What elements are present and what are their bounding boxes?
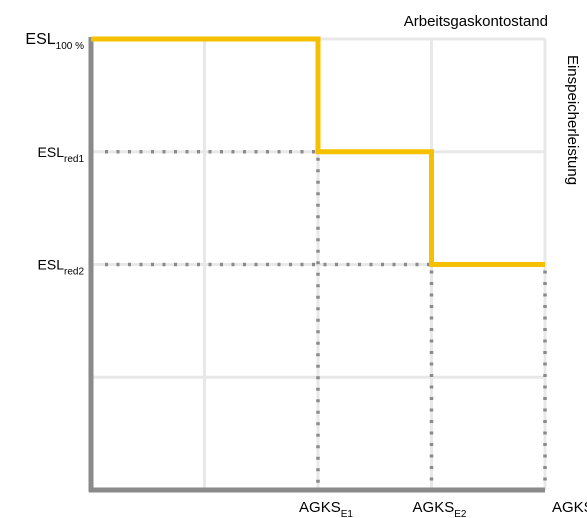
y-tick-label: ESLred2 (38, 257, 85, 278)
chart-title: Arbeitsgaskontostand (404, 13, 548, 30)
y-axis-label: Einspeicherleistung (564, 55, 581, 185)
x-tick-label: AGKSE1 (299, 499, 353, 518)
x-tick-label: AGKS100 % (552, 499, 587, 518)
y-tick-label: ESLred1 (38, 144, 85, 165)
labels: Arbeitsgaskontostand Einspeicherleistung… (25, 13, 587, 518)
x-tick-label: AGKSE2 (413, 499, 467, 518)
guide-lines (105, 150, 547, 484)
axes (88, 37, 545, 493)
y-tick-label: ESL100 % (25, 31, 84, 52)
series-line (91, 36, 545, 267)
series-layer (91, 36, 545, 267)
